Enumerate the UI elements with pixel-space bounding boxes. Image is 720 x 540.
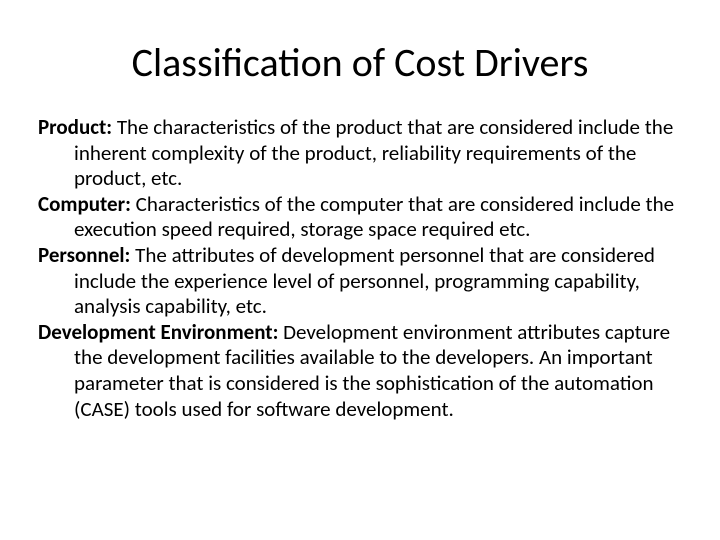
entry-label: Product: <box>38 114 112 140</box>
entry-product: Product: The characteristics of the prod… <box>38 115 682 192</box>
slide-body: Product: The characteristics of the prod… <box>38 115 682 422</box>
slide-title: Classification of Cost Drivers <box>38 38 682 87</box>
entry-label: Development Environment: <box>38 319 278 345</box>
entry-personnel: Personnel: The attributes of development… <box>38 243 682 320</box>
entry-computer: Computer: Characteristics of the compute… <box>38 192 682 243</box>
entry-dev-env: Development Environment: Development env… <box>38 320 682 422</box>
slide: Classification of Cost Drivers Product: … <box>0 0 720 540</box>
entry-label: Computer: <box>38 191 131 217</box>
entry-label: Personnel: <box>38 242 130 268</box>
entry-desc: The attributes of development personnel … <box>74 242 655 319</box>
entry-desc: Characteristics of the computer that are… <box>74 191 674 243</box>
entry-desc: The characteristics of the product that … <box>74 114 673 191</box>
